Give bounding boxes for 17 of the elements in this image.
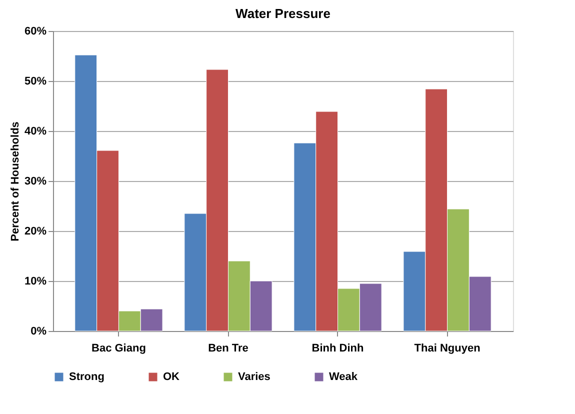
x-tick-label: Bac Giang <box>92 342 146 354</box>
y-tick-label: 10% <box>24 276 47 288</box>
legend-label: Varies <box>238 371 270 383</box>
y-tick-label: 40% <box>24 126 47 138</box>
y-tick-label: 50% <box>24 76 47 88</box>
y-tick-label: 60% <box>24 26 47 38</box>
y-axis-title: Percent of Households <box>9 122 22 242</box>
x-tick-label: Thai Nguyen <box>414 342 481 354</box>
y-tick-label: 20% <box>24 226 47 238</box>
x-tick-label: Ben Tre <box>208 342 248 354</box>
chart-title: Water Pressure <box>236 6 330 21</box>
y-tick-label: 0% <box>30 326 47 338</box>
legend-label: Weak <box>329 371 358 383</box>
x-tick-label: Binh Dinh <box>312 342 364 354</box>
legend-label: OK <box>163 371 180 383</box>
y-tick-label: 30% <box>24 176 47 188</box>
legend-label: Strong <box>69 371 104 383</box>
